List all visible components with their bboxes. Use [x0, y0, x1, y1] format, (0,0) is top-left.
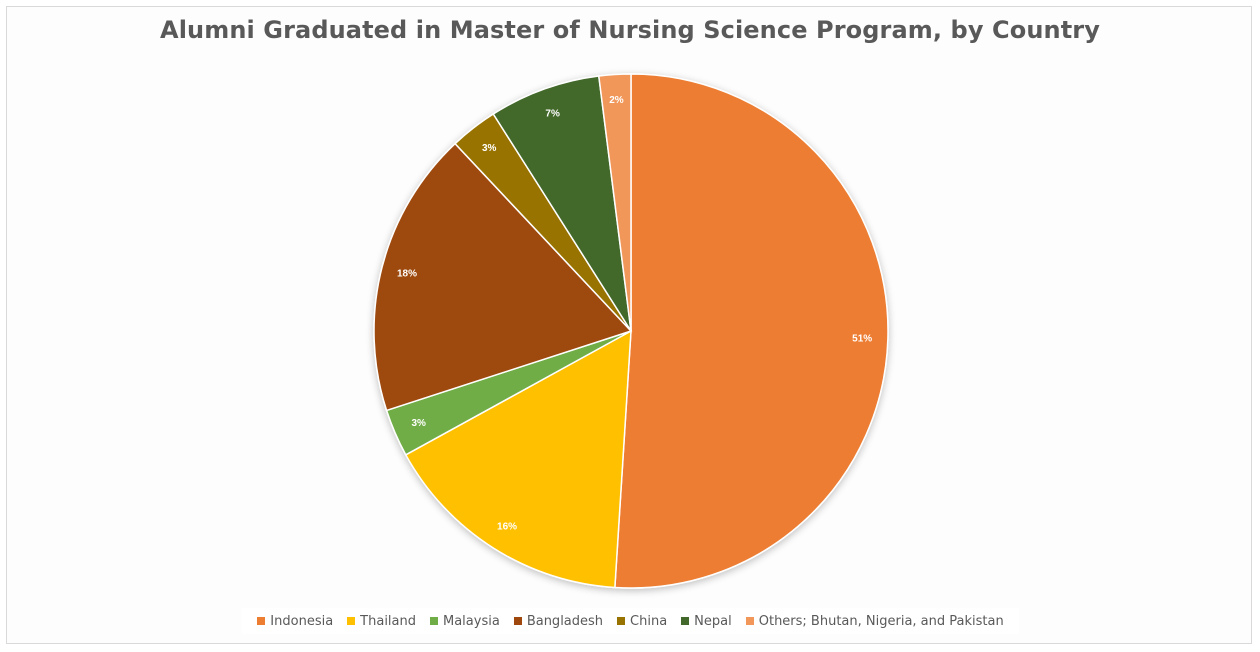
legend-item: Bangladesh — [513, 613, 604, 629]
data-label: 18% — [397, 268, 417, 279]
data-label: 2% — [609, 95, 624, 106]
legend-swatch — [617, 617, 626, 625]
legend-label: Others; Bhutan, Nigeria, and Pakistan — [758, 613, 1004, 629]
legend-item: China — [617, 614, 667, 629]
legend-item: Thailand — [347, 614, 416, 629]
data-label: 16% — [497, 521, 517, 532]
pie-slices — [373, 73, 889, 589]
data-label: 3% — [482, 143, 497, 154]
legend-swatch — [347, 617, 356, 625]
chart-title: Alumni Graduated in Master of Nursing Sc… — [160, 16, 1100, 44]
legend-label: China — [630, 613, 668, 629]
pie-slice-indonesia — [614, 73, 889, 589]
pie-slice-others — [597, 73, 632, 332]
legend-item: Nepal — [681, 614, 732, 629]
legend-label: Nepal — [694, 613, 732, 629]
legend-swatch — [430, 617, 438, 625]
legend-label: Malaysia — [443, 613, 500, 629]
legend-swatch — [257, 617, 266, 625]
pie-slice-nepal — [492, 75, 632, 332]
legend-item: Others; Bhutan, Nigeria, and Pakistan — [745, 613, 1004, 629]
data-label: 7% — [545, 108, 560, 119]
data-label: 3% — [411, 418, 426, 429]
legend-swatch — [745, 617, 754, 625]
legend-item: Malaysia — [430, 614, 500, 629]
legend-label: Indonesia — [270, 613, 334, 629]
legend-label: Thailand — [360, 613, 416, 629]
legend-swatch — [681, 617, 690, 625]
pie-slice-thailand — [404, 329, 632, 589]
legend-item: Indonesia — [257, 614, 333, 629]
data-label: 51% — [852, 333, 872, 344]
legend-swatch — [513, 617, 522, 625]
pie-slice-bangladesh — [373, 142, 633, 412]
legend: Indonesia Thailand Malaysia Bangladesh China… — [242, 608, 1019, 634]
legend-label: Bangladesh — [526, 613, 604, 629]
